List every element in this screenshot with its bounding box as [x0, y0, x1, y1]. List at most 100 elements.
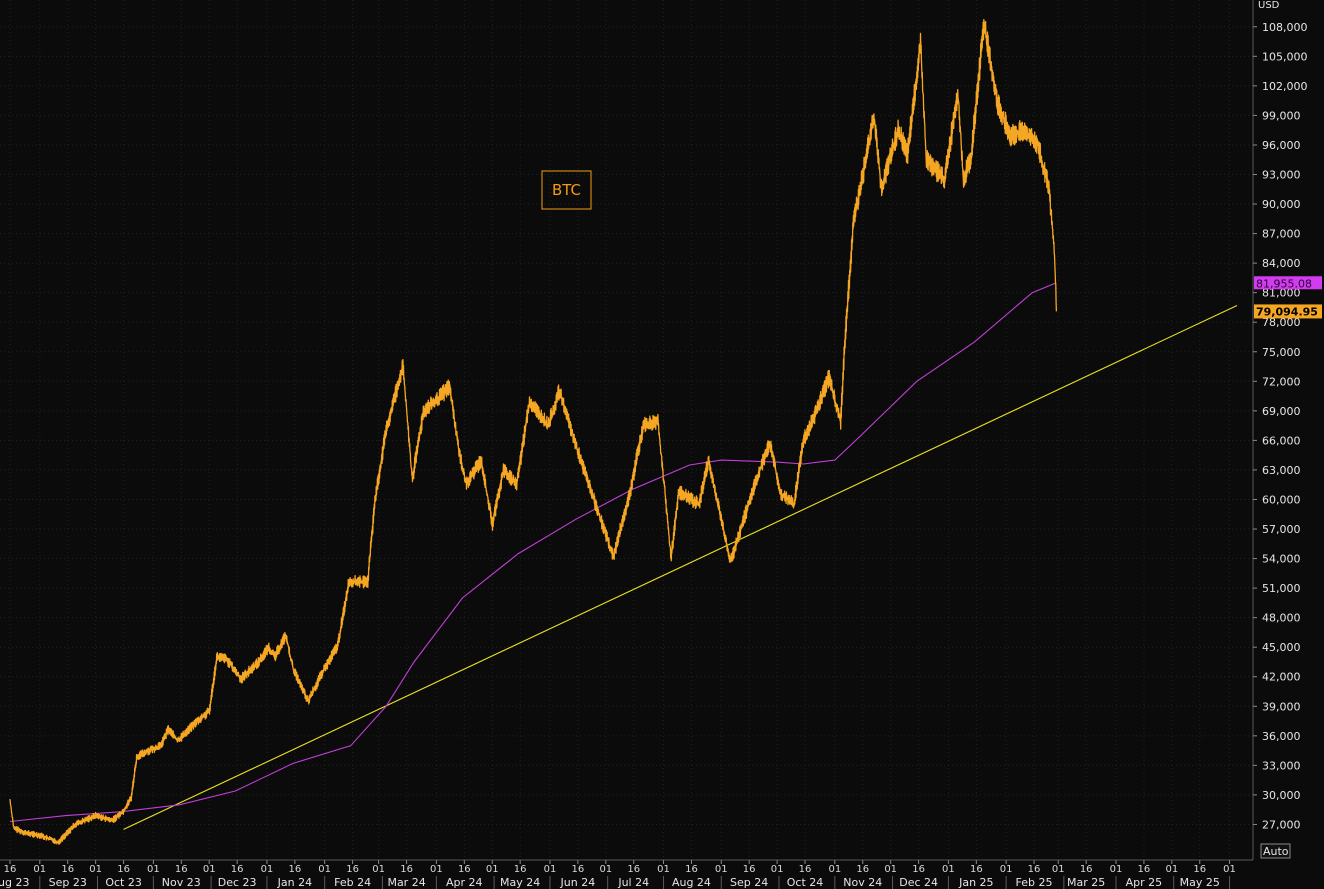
x-month-label: May 24: [500, 876, 540, 889]
y-tick-label: 75,000: [1262, 346, 1301, 359]
y-tick-label: 54,000: [1262, 553, 1301, 566]
x-day-tick-label: 16: [970, 864, 983, 875]
moving-average-layer: [9, 282, 1057, 823]
trendline-layer: [123, 304, 1238, 830]
x-day-tick-label: 01: [1052, 864, 1065, 875]
x-day-tick-label: 16: [61, 864, 74, 875]
x-day-tick-label: 16: [1138, 864, 1151, 875]
x-month-label: Oct 24: [787, 876, 824, 889]
y-tick-label: 81,000: [1262, 287, 1301, 300]
x-day-tick-label: 01: [828, 864, 841, 875]
x-month-label: Mar 25: [1067, 876, 1105, 889]
x-day-tick-label: 01: [884, 864, 897, 875]
currency-label: USD: [1258, 0, 1280, 11]
x-month-label: Aug 23: [0, 876, 29, 889]
x-day-tick-label: 16: [231, 864, 244, 875]
x-month-label: Dec 24: [899, 876, 938, 889]
y-tick-label: 69,000: [1262, 405, 1301, 418]
x-day-tick-label: 01: [318, 864, 331, 875]
y-axis-ticks: 27,000 30,000 33,000 36,000 39,000 42,000 45,0…: [1253, 21, 1308, 831]
moving-average-value-badge: [1254, 276, 1322, 290]
title-box: [541, 170, 592, 210]
value-badges: 81,955.08 79,094.95: [1254, 276, 1322, 319]
x-month-label: Jun 24: [560, 876, 596, 889]
moving-average-line: [9, 282, 1057, 823]
y-tick-label: 72,000: [1262, 375, 1301, 388]
y-tick-label: 30,000: [1262, 789, 1301, 802]
x-month-label: May 25: [1180, 876, 1220, 889]
x-month-label: Sep 23: [49, 876, 87, 889]
x-month-label: Dec 23: [218, 876, 257, 889]
x-month-label: Feb 25: [1016, 876, 1053, 889]
y-tick-label: 90,000: [1262, 198, 1301, 211]
x-day-tick-label: 01: [715, 864, 728, 875]
y-tick-label: 87,000: [1262, 228, 1301, 241]
x-month-label: Jan 25: [958, 876, 993, 889]
y-tick-label: 36,000: [1262, 730, 1301, 743]
x-day-tick-label: 16: [1193, 864, 1206, 875]
y-tick-label: 105,000: [1262, 50, 1308, 63]
y-tick-label: 33,000: [1262, 759, 1301, 772]
x-day-tick-label: 16: [346, 864, 359, 875]
gridlines: [0, 0, 1253, 860]
y-tick-label: 51,000: [1262, 582, 1301, 595]
x-month-label: Feb 24: [334, 876, 371, 889]
y-tick-label: 84,000: [1262, 257, 1301, 270]
x-month-label: Aug 24: [672, 876, 711, 889]
x-day-tick-label: 16: [627, 864, 640, 875]
x-day-tick-label: 16: [4, 864, 17, 875]
x-day-tick-label: 16: [458, 864, 471, 875]
price-value-badge: [1254, 304, 1322, 319]
x-day-tick-label: 16: [289, 864, 302, 875]
x-day-tick-label: 01: [1223, 864, 1236, 875]
x-day-tick-label: 01: [1000, 864, 1013, 875]
auto-button[interactable]: Auto: [1260, 843, 1291, 859]
x-month-label: Jul 24: [617, 876, 649, 889]
x-day-tick-label: 16: [743, 864, 756, 875]
moving-average-value-label: 81,955.08: [1256, 277, 1312, 290]
y-tick-label: 45,000: [1262, 641, 1301, 654]
y-tick-label: 78,000: [1262, 316, 1301, 329]
x-day-tick-label: 01: [599, 864, 612, 875]
price-value-label: 79,094.95: [1256, 305, 1318, 318]
x-month-label: Sep 24: [730, 876, 768, 889]
x-day-tick-label: 01: [147, 864, 160, 875]
x-day-tick-label: 16: [117, 864, 130, 875]
x-day-tick-label: 16: [175, 864, 188, 875]
auto-button-label[interactable]: Auto: [1263, 845, 1289, 858]
y-tick-label: 48,000: [1262, 612, 1301, 625]
x-day-tick-label: 01: [942, 864, 955, 875]
x-day-tick-label: 16: [572, 864, 585, 875]
x-day-tick-label: 01: [544, 864, 557, 875]
x-day-tick-label: 01: [771, 864, 784, 875]
x-day-tick-label: 01: [33, 864, 46, 875]
x-day-tick-label: 16: [799, 864, 812, 875]
x-month-label: Nov 23: [162, 876, 201, 889]
x-day-tick-label: 01: [486, 864, 499, 875]
x-day-tick-label: 16: [400, 864, 413, 875]
x-month-label: Mar 24: [387, 876, 425, 889]
x-day-tick-label: 16: [1028, 864, 1041, 875]
x-day-tick-label: 01: [372, 864, 385, 875]
x-axis-ticks: 16 01 16 01 16 01 16 01 16 01 16 01 16 01 16 01 16 01 16 01…: [0, 860, 1236, 889]
x-day-tick-label: 16: [514, 864, 527, 875]
x-day-tick-label: 01: [203, 864, 216, 875]
y-tick-label: 42,000: [1262, 671, 1301, 684]
x-day-tick-label: 01: [1110, 864, 1123, 875]
x-day-tick-label: 16: [856, 864, 869, 875]
y-tick-label: 96,000: [1262, 139, 1301, 152]
trendline: [123, 304, 1238, 830]
x-month-label: Jan 24: [277, 876, 312, 889]
auto-button-frame[interactable]: [1260, 843, 1291, 859]
x-day-tick-label: 16: [685, 864, 698, 875]
x-month-label: Apr 25: [1126, 876, 1163, 889]
y-tick-label: 57,000: [1262, 523, 1301, 536]
y-tick-label: 108,000: [1262, 21, 1308, 34]
x-month-label: Oct 23: [105, 876, 142, 889]
y-tick-label: 102,000: [1262, 80, 1308, 93]
x-day-tick-label: 01: [89, 864, 102, 875]
x-day-tick-label: 01: [657, 864, 670, 875]
y-tick-label: 99,000: [1262, 109, 1301, 122]
